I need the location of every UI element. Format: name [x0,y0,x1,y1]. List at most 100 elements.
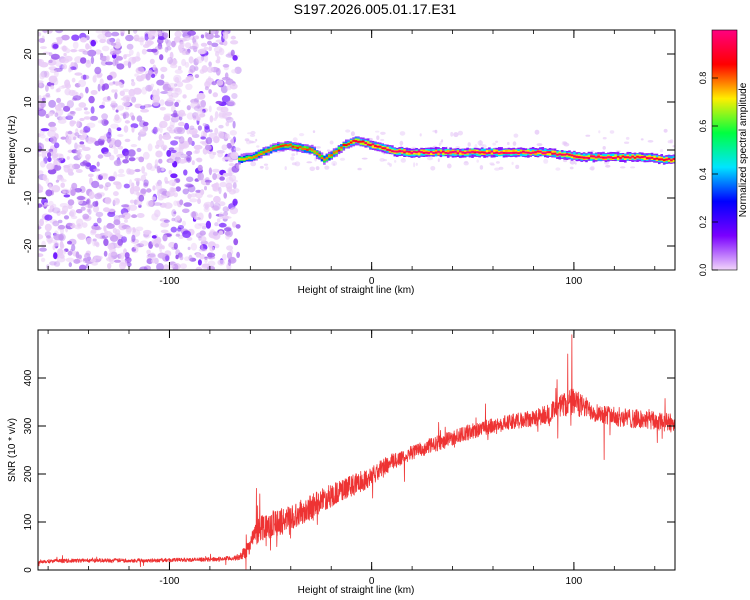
track-cell-3 [308,147,312,150]
noise-blob [140,109,150,113]
noise-blob [51,147,58,154]
noise-blob [70,66,77,70]
halo-blob [574,162,577,165]
snr-plot-area [38,330,675,570]
noise-blob [218,110,227,118]
noise-blob [50,85,55,90]
halo-blob [357,167,362,171]
track-cell-3 [592,155,596,158]
noise-blob [149,58,155,65]
noise-blob [98,184,104,189]
noise-blob [61,34,70,41]
noise-blob [154,209,161,218]
noise-blob [38,253,44,257]
noise-blob [60,58,70,64]
noise-blob [182,188,189,195]
noise-blob [113,219,121,226]
noise-blob [203,55,209,63]
noise-blob [218,186,222,195]
noise-blob [224,227,232,232]
noise-blob [90,259,96,263]
halo-blob [479,165,484,170]
noise-blob [97,33,105,40]
halo-blob [244,138,250,142]
noise-blob [120,32,125,37]
noise-blob [78,79,87,88]
halo-blob [555,167,561,171]
x-tick-label: 100 [566,576,583,587]
noise-blob [232,55,238,61]
track-cell-3 [398,150,401,153]
snr-x-label: Height of straight line (km) [298,585,415,596]
track-cell-3 [570,154,574,157]
track-cell-3 [502,151,506,154]
colorbar-tick-label: 0.2 [698,216,708,229]
noise-blob [167,57,173,65]
track-cell-3 [383,147,387,150]
track-cell-3 [645,157,649,160]
noise-blob [154,159,159,167]
track-cell-3 [296,146,299,149]
noise-blob [171,40,176,48]
track-cell-3 [672,157,675,160]
halo-blob [604,161,610,165]
noise-blob [175,152,181,158]
noise-blob [175,186,181,192]
noise-blob [155,183,163,191]
noise-blob [110,123,119,129]
noise-blob [93,255,97,260]
noise-blob [173,200,178,206]
track-cell-3 [335,150,338,153]
noise-blob [170,173,178,179]
noise-blob [39,72,45,80]
noise-blob [211,42,219,47]
track-cell-3 [507,152,511,155]
noise-blob [153,202,162,206]
noise-blob [149,166,156,172]
noise-blob [123,183,131,189]
halo-blob [625,136,630,140]
noise-blob [197,125,202,131]
noise-blob [87,204,93,209]
noise-blob [208,167,212,176]
noise-blob [190,211,198,219]
noise-blob [139,240,149,247]
halo-blob [259,165,264,169]
noise-blob [38,133,41,138]
noise-blob [174,30,182,38]
track-cell-2 [371,144,375,149]
noise-blob [151,48,158,53]
noise-blob [101,113,108,120]
noise-blob [49,261,57,266]
track-cell-3 [524,151,528,154]
track-cell-3 [558,153,562,156]
noise-blob [205,32,215,40]
y-tick-label: 0 [23,567,34,573]
track-cell-3 [451,151,455,154]
noise-blob [188,56,194,64]
noise-blob [178,116,183,121]
track-cell-3 [274,146,278,149]
noise-blob [168,82,177,89]
noise-blob [103,151,112,157]
noise-blob [199,253,205,260]
noise-blob [168,58,178,66]
noise-blob [76,144,80,149]
noise-blob [201,225,207,230]
noise-blob [114,139,122,148]
noise-blob [170,149,177,153]
noise-blob [74,188,83,193]
noise-blob [86,122,96,129]
track-cell-3 [548,151,552,154]
noise-blob [46,163,55,171]
track-cell-3 [582,156,586,159]
noise-blob [218,201,226,207]
noise-blob [107,96,111,101]
noise-blob [113,159,122,167]
noise-blob [178,136,185,144]
track-cell-2 [485,149,489,154]
noise-blob [159,54,164,61]
noise-blob [203,201,213,208]
track-cell-3 [238,158,241,161]
